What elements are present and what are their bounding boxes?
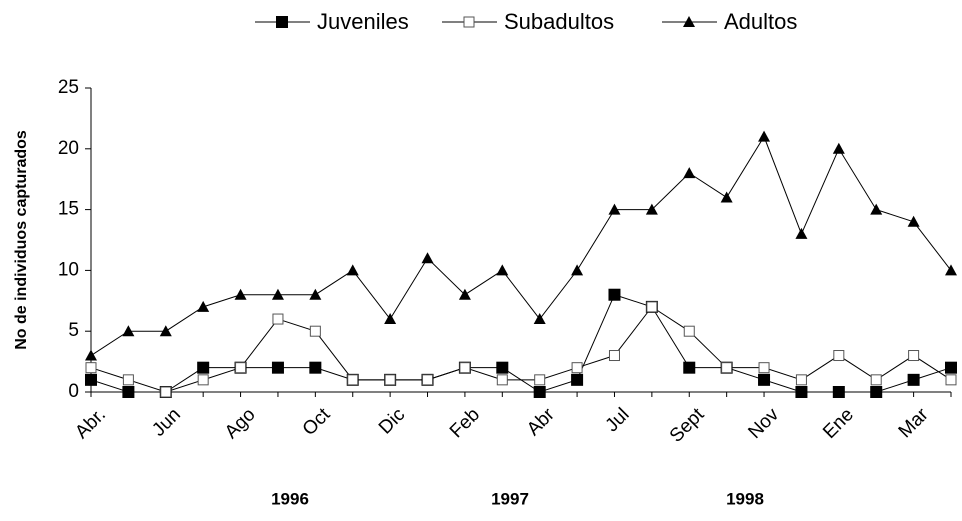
x-tick-label: Ago: [221, 404, 260, 443]
marker: [122, 374, 134, 386]
x-tick-label: Jul: [602, 404, 634, 436]
marker: [347, 374, 359, 386]
y-axis-label: No de individuos capturados: [13, 130, 30, 350]
marker: [571, 264, 584, 276]
y-tick-label: 20: [58, 138, 79, 159]
marker: [758, 373, 771, 386]
x-tick-label: Mar: [895, 404, 933, 442]
y-tick-label: 5: [68, 320, 79, 341]
marker: [721, 362, 733, 374]
marker: [795, 386, 808, 398]
marker: [122, 325, 135, 337]
x-tick-label: Nov: [744, 404, 783, 443]
marker: [85, 349, 97, 361]
marker: [608, 203, 621, 215]
x-tick-label: Abr: [523, 404, 559, 440]
marker: [907, 373, 920, 386]
marker: [832, 386, 845, 398]
series-line: [90, 135, 952, 356]
marker: [945, 374, 957, 386]
marker: [85, 362, 97, 374]
marker: [197, 300, 210, 312]
marker: [645, 203, 658, 215]
marker: [159, 325, 172, 337]
marker: [160, 386, 172, 398]
marker: [85, 373, 97, 386]
marker: [870, 386, 883, 398]
marker: [122, 386, 135, 398]
marker: [571, 373, 584, 386]
marker: [683, 16, 695, 27]
year-label: 1996: [271, 489, 309, 508]
marker: [235, 362, 247, 374]
x-tick-label: Abr.: [71, 404, 110, 443]
marker: [758, 362, 770, 374]
marker: [197, 374, 209, 386]
marker: [870, 374, 882, 386]
marker: [683, 325, 695, 337]
marker: [533, 386, 546, 398]
marker: [534, 374, 546, 386]
marker: [459, 362, 471, 374]
legend-label: Adultos: [724, 9, 797, 34]
marker: [683, 167, 696, 179]
marker: [496, 264, 509, 276]
marker: [384, 313, 397, 325]
marker: [945, 361, 957, 374]
marker: [608, 288, 621, 301]
marker: [833, 350, 845, 362]
series-line: [90, 306, 952, 393]
marker: [533, 313, 546, 325]
marker: [309, 288, 322, 300]
marker: [758, 130, 771, 142]
series-line: [90, 294, 952, 393]
marker: [795, 227, 808, 239]
x-tick-label: Oct: [299, 404, 335, 440]
x-tick-label: Jun: [148, 404, 185, 441]
y-tick-label: 25: [58, 77, 79, 98]
marker: [907, 215, 920, 227]
x-tick-label: Ene: [819, 404, 858, 443]
year-label: 1998: [726, 489, 764, 508]
marker: [271, 288, 284, 300]
marker: [272, 313, 284, 325]
marker: [458, 288, 471, 300]
marker: [276, 16, 288, 28]
marker: [234, 288, 247, 300]
x-tick-label: Feb: [446, 404, 484, 442]
legend-label: Subadultos: [504, 9, 614, 34]
marker: [384, 374, 396, 386]
marker: [496, 361, 509, 374]
marker: [683, 361, 696, 374]
marker: [421, 252, 434, 264]
marker: [197, 361, 210, 374]
marker: [271, 361, 284, 374]
marker: [309, 361, 322, 374]
marker: [870, 203, 883, 215]
y-tick-label: 15: [58, 199, 79, 220]
marker: [608, 350, 620, 362]
marker: [422, 374, 434, 386]
marker: [795, 374, 807, 386]
marker: [720, 191, 733, 203]
x-tick-label: Dic: [375, 404, 409, 438]
y-tick-label: 10: [58, 259, 79, 280]
year-label: 1997: [491, 489, 529, 508]
marker: [646, 301, 658, 313]
marker: [832, 142, 845, 154]
marker: [571, 362, 583, 374]
legend-label: Juveniles: [317, 9, 409, 34]
marker: [908, 350, 920, 362]
marker: [309, 325, 321, 337]
marker: [496, 374, 508, 386]
x-tick-label: Sept: [666, 404, 709, 447]
marker: [945, 264, 957, 276]
marker: [463, 16, 475, 28]
marker: [346, 264, 359, 276]
y-tick-label: 0: [68, 381, 79, 402]
